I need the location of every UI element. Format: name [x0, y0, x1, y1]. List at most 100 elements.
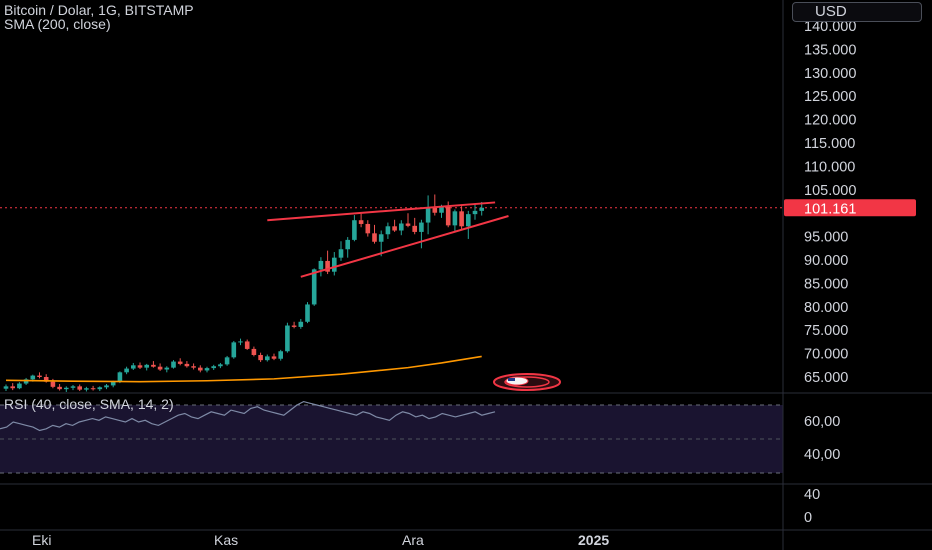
candle-body [432, 207, 438, 213]
candle-body [285, 325, 290, 352]
candle-body [419, 222, 424, 232]
last-price-value: 101.161 [804, 201, 856, 217]
candle-body [37, 375, 42, 377]
candle-body [84, 388, 89, 390]
candle-body [184, 363, 190, 367]
candle-body [298, 321, 304, 327]
candle-body [117, 372, 123, 382]
price-tick: 115.000 [804, 136, 855, 152]
currency-button[interactable]: USD [792, 2, 922, 22]
candle-body [57, 386, 62, 390]
candle-body [104, 385, 109, 388]
candle-body [238, 341, 243, 343]
price-tick: 120.000 [804, 113, 856, 129]
candle-body [332, 257, 337, 272]
candle-body [479, 207, 484, 211]
price-tick: 95.000 [804, 230, 848, 246]
candle-body [271, 356, 277, 359]
candle-body [466, 214, 471, 227]
candle-body [358, 220, 364, 224]
candle-body [3, 386, 9, 389]
candle-body [365, 223, 371, 234]
candle-body [325, 260, 330, 272]
price-tick: 80.000 [804, 300, 848, 316]
candle-body [405, 223, 411, 226]
candle-body [224, 357, 230, 365]
price-tick: 75.000 [804, 323, 848, 339]
candle-body [425, 207, 431, 223]
candle-body [251, 348, 257, 356]
sma-200-line [5, 355, 482, 383]
candle-body [392, 226, 397, 231]
candle-body [385, 226, 391, 235]
rsi-tick: 40,00 [804, 447, 840, 463]
wedge-upper-trendline[interactable] [267, 201, 496, 222]
volume-tick: 40 [804, 487, 820, 503]
candle-body [50, 381, 56, 387]
candle-body [171, 361, 176, 368]
candle-body [124, 368, 129, 373]
candle-body [412, 225, 417, 232]
flag-icon[interactable] [493, 373, 561, 391]
candle-body [90, 388, 96, 390]
candle-body [17, 383, 22, 389]
candle-body [218, 364, 223, 367]
candle-body [131, 365, 136, 369]
symbol-title[interactable]: Bitcoin / Dolar, 1G, BITSTAMP [4, 2, 194, 18]
candle-body [311, 269, 317, 305]
candle-body [191, 366, 196, 368]
candle-body [318, 260, 324, 270]
candle-body [445, 206, 451, 226]
price-tick: 125.000 [804, 89, 856, 105]
candle-body [198, 367, 203, 371]
candle-body [144, 364, 149, 368]
candle-body [10, 386, 15, 389]
last-price-badge [784, 199, 916, 217]
candle-body [43, 377, 49, 382]
time-label-kas: Kas [214, 532, 238, 548]
price-tick: 70.000 [804, 347, 848, 363]
candle-body [291, 325, 297, 327]
price-tick: 105.000 [804, 183, 856, 199]
candle-body [472, 210, 478, 215]
time-label-ara: Ara [402, 532, 424, 548]
candle-body [137, 365, 143, 368]
candle-body [399, 223, 404, 231]
time-label-2025: 2025 [578, 532, 609, 548]
price-axis[interactable]: 140.000 135.000 130.000 125.000 120.000 115.0… [804, 19, 856, 386]
candle-body [231, 342, 237, 358]
candle-body [70, 386, 76, 388]
price-tick: 85.000 [804, 276, 848, 292]
candle-body [211, 366, 216, 369]
rsi-line [0, 400, 496, 432]
candle-body [352, 220, 357, 240]
candle-body [23, 379, 29, 384]
candle-body [151, 364, 156, 367]
candle-body [372, 233, 377, 242]
candle-body [64, 387, 69, 390]
candle-body [459, 211, 464, 227]
price-tick: 90.000 [804, 253, 848, 269]
candle-body [110, 381, 116, 386]
candle-body [244, 341, 250, 349]
rsi-tick: 60,00 [804, 414, 840, 430]
candle-body [305, 304, 310, 322]
candle-body [378, 234, 384, 242]
candle-body [157, 366, 163, 370]
price-tick: 140.000 [804, 19, 856, 35]
candle-body [258, 355, 263, 361]
candle-body [278, 351, 283, 359]
wedge-lower-trendline[interactable] [300, 215, 509, 278]
price-tick: 110.000 [804, 159, 855, 175]
time-label-eki: Eki [32, 532, 51, 548]
rsi-indicator-label[interactable]: RSI (40, close, SMA, 14, 2) [4, 396, 174, 412]
candle-body [265, 356, 270, 361]
candle-body [204, 368, 210, 371]
sma-indicator-label[interactable]: SMA (200, close) [4, 16, 111, 32]
candle-body [30, 375, 36, 380]
candles-group [3, 194, 484, 392]
price-tick: 130.000 [804, 66, 856, 82]
candle-body [452, 211, 458, 226]
candle-body [345, 239, 350, 250]
